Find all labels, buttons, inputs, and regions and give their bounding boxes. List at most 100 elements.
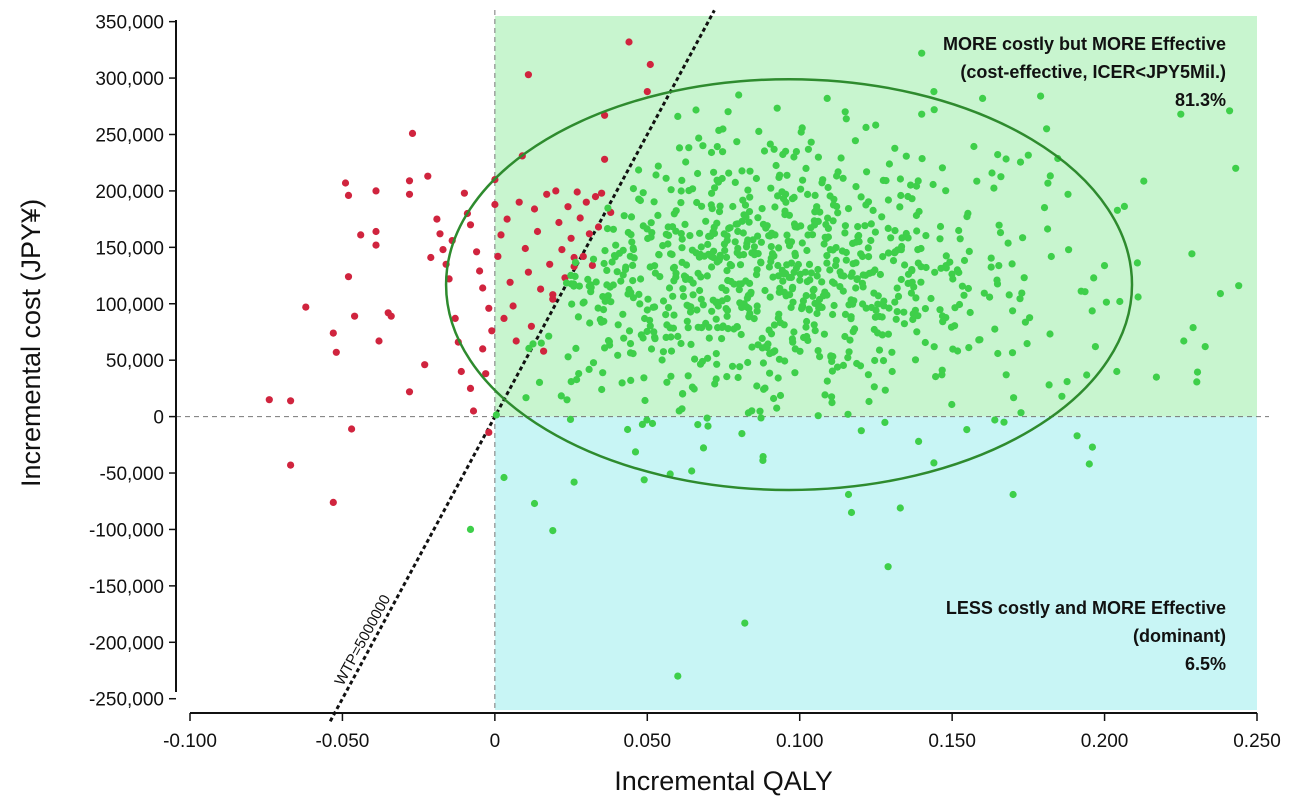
scatter-point: [685, 144, 693, 152]
scatter-point: [573, 376, 581, 384]
scatter-point: [725, 169, 733, 177]
scatter-point: [512, 337, 520, 345]
scatter-point: [887, 234, 895, 242]
scatter-point: [744, 236, 752, 244]
scatter-point: [637, 331, 645, 339]
scatter-point: [987, 254, 995, 262]
scatter-point: [806, 276, 814, 284]
scatter-point: [722, 253, 731, 261]
scatter-point: [847, 315, 855, 323]
scatter-point: [727, 262, 736, 270]
scatter-point: [767, 243, 775, 251]
scatter-point: [644, 295, 652, 303]
scatter-point: [509, 302, 517, 310]
scatter-point: [942, 264, 950, 272]
scatter-point: [946, 258, 954, 266]
scatter-point: [635, 290, 643, 298]
scatter-point: [814, 347, 822, 355]
scatter-point: [436, 230, 444, 238]
scatter-point: [405, 388, 414, 396]
scatter-point: [287, 397, 295, 405]
scatter-point: [723, 312, 731, 320]
scatter-point: [756, 407, 764, 415]
scatter-point: [728, 362, 737, 370]
scatter-point: [622, 263, 630, 271]
scatter-point: [796, 276, 804, 284]
scatter-point: [951, 322, 959, 330]
scatter-point: [433, 215, 441, 223]
scatter-point: [704, 240, 712, 248]
scatter-point: [876, 270, 885, 279]
scatter-point: [834, 168, 842, 176]
scatter-point: [681, 220, 689, 228]
scatter-point: [829, 310, 837, 319]
scatter-point: [803, 317, 811, 326]
scatter-point: [936, 235, 944, 243]
scatter-point: [870, 383, 878, 391]
scatter-point: [879, 357, 888, 365]
scatter-point: [804, 231, 812, 239]
scatter-point: [643, 88, 651, 96]
scatter-point: [1152, 373, 1160, 381]
scatter-point: [615, 249, 624, 257]
annotations: MORE costly but MORE Effective (cost-effe…: [943, 34, 1226, 674]
scatter-point: [732, 220, 740, 228]
scatter-point: [814, 153, 823, 161]
scatter-point: [670, 263, 679, 271]
scatter-point: [780, 321, 788, 329]
y-tick-label: 350,000: [95, 13, 164, 34]
scatter-point: [900, 308, 908, 316]
scatter-point: [631, 448, 640, 456]
scatter-point: [879, 253, 887, 261]
scatter-point: [1023, 340, 1031, 348]
scatter-point: [828, 393, 836, 401]
scatter-point: [607, 298, 615, 306]
scatter-point: [993, 280, 1002, 288]
scatter-point: [733, 323, 742, 331]
scatter-point: [1177, 110, 1185, 118]
scatter-point: [888, 348, 896, 356]
scatter-point: [830, 279, 838, 287]
scatter-point: [598, 189, 606, 197]
scatter-point: [1043, 125, 1051, 133]
scatter-point: [707, 201, 715, 209]
y-tick-label: 150,000: [95, 238, 164, 259]
scatter-point: [760, 385, 768, 393]
scatter-point: [907, 181, 915, 189]
scatter-point: [619, 310, 627, 318]
scatter-point: [773, 404, 781, 412]
scatter-point: [896, 504, 904, 512]
scatter-point: [912, 294, 920, 302]
scatter-point: [473, 248, 481, 256]
scatter-point: [774, 314, 782, 322]
scatter-point: [766, 232, 774, 240]
scatter-point: [549, 527, 557, 535]
scatter-point: [344, 191, 353, 199]
scatter-point: [601, 297, 609, 305]
scatter-point: [678, 176, 686, 184]
x-tick-label: 0.050: [624, 731, 672, 752]
scatter-point: [869, 206, 877, 214]
scatter-point: [515, 198, 523, 206]
scatter-point: [930, 88, 938, 96]
scatter-point: [798, 239, 806, 247]
y-tick-label: -200,000: [89, 633, 164, 654]
scatter-point: [688, 467, 696, 475]
scatter-point: [375, 337, 383, 345]
scatter-point: [839, 361, 848, 369]
scatter-point: [527, 322, 536, 330]
scatter-point: [348, 425, 356, 433]
scatter-point: [506, 278, 514, 286]
scatter-point: [884, 196, 893, 204]
scatter-point: [718, 323, 726, 331]
scatter-point: [1140, 177, 1148, 185]
scatter-point: [918, 49, 926, 57]
scatter-point: [841, 222, 850, 230]
scatter-point: [723, 306, 732, 314]
scatter-point: [568, 300, 576, 308]
wtp-label: WTP=5000000: [331, 592, 394, 688]
scatter-point: [648, 419, 657, 428]
scatter-point: [746, 167, 754, 175]
scatter-point: [861, 222, 869, 230]
scatter-point: [669, 292, 677, 300]
